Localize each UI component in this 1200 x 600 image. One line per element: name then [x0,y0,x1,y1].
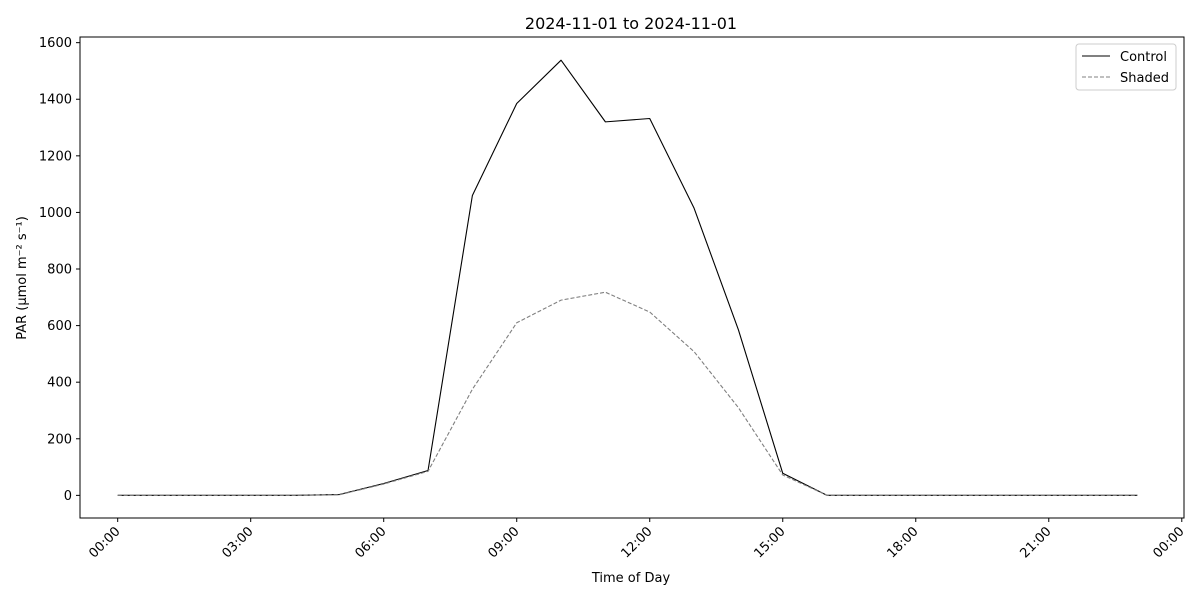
x-tick-label: 21:00 [1017,524,1054,561]
x-tick-label: 09:00 [485,524,522,561]
legend-label-shaded: Shaded [1120,71,1169,86]
series-line-shaded [117,291,1138,496]
y-tick-label: 1200 [39,149,72,164]
x-tick-label: 18:00 [884,524,921,561]
plot-lines [117,59,1138,496]
x-axis-ticks: 00:00 03:00 06:00 09:00 12:00 15:00 18:00 21:00… [86,518,1188,561]
y-tick-label: 200 [47,432,72,447]
chart-title: 2024-11-01 to 2024-11-01 [525,14,737,33]
y-axis-label: PAR (µmol m⁻² s⁻¹) [15,216,30,340]
x-tick-label: 06:00 [352,524,389,561]
x-tick-label: 00:00 [1151,524,1188,561]
y-tick-label: 1000 [39,206,72,221]
y-axis-ticks: 0 200 400 600 800 1000 1200 1400 1600 [39,36,80,504]
y-tick-label: 600 [47,319,72,334]
x-tick-label: 15:00 [751,524,788,561]
y-tick-label: 400 [47,376,72,391]
x-tick-label: 03:00 [219,524,256,561]
x-axis-label: Time of Day [591,571,671,586]
y-tick-label: 800 [47,263,72,278]
y-tick-label: 1600 [39,36,72,51]
x-tick-label: 12:00 [618,524,655,561]
y-tick-label: 0 [64,489,72,504]
legend: Control Shaded [1075,43,1177,91]
y-tick-label: 1400 [39,93,72,108]
legend-label-control: Control [1120,50,1167,65]
plot-frame [79,36,1185,519]
series-line-control [117,59,1138,496]
x-tick-label: 00:00 [86,524,123,561]
